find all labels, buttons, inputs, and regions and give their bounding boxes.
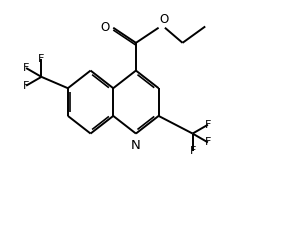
Text: F: F	[205, 137, 211, 147]
Text: F: F	[23, 81, 29, 91]
Text: F: F	[205, 120, 211, 130]
Text: F: F	[23, 63, 29, 73]
Text: F: F	[190, 146, 196, 156]
Text: N: N	[131, 139, 141, 152]
Text: F: F	[38, 54, 45, 64]
Text: O: O	[100, 21, 110, 34]
Text: O: O	[160, 13, 169, 26]
